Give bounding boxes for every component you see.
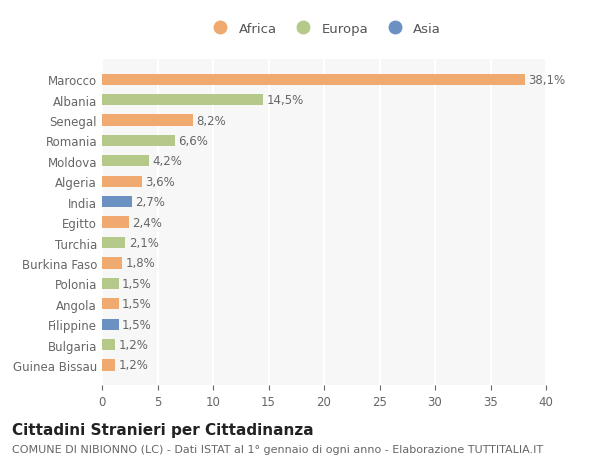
Text: 6,6%: 6,6%	[179, 134, 208, 148]
Text: 1,5%: 1,5%	[122, 297, 152, 311]
Text: 3,6%: 3,6%	[145, 175, 175, 188]
Text: 1,5%: 1,5%	[122, 318, 152, 331]
Bar	[102, 237, 125, 249]
Legend: Africa, Europa, Asia: Africa, Europa, Asia	[202, 17, 446, 41]
Bar	[102, 115, 193, 126]
Text: 38,1%: 38,1%	[528, 73, 565, 87]
Text: 1,2%: 1,2%	[119, 338, 149, 351]
Text: 2,7%: 2,7%	[136, 196, 165, 209]
Bar	[102, 339, 115, 350]
Text: 4,2%: 4,2%	[152, 155, 182, 168]
Bar	[102, 359, 115, 371]
Text: COMUNE DI NIBIONNO (LC) - Dati ISTAT al 1° gennaio di ogni anno - Elaborazione T: COMUNE DI NIBIONNO (LC) - Dati ISTAT al …	[12, 444, 543, 454]
Text: 2,1%: 2,1%	[128, 236, 158, 249]
Bar	[102, 74, 525, 86]
Text: 1,2%: 1,2%	[119, 358, 149, 372]
Bar	[102, 176, 142, 187]
Text: 8,2%: 8,2%	[196, 114, 226, 127]
Bar	[102, 135, 175, 147]
Bar	[102, 258, 122, 269]
Bar	[102, 217, 128, 228]
Bar	[102, 95, 263, 106]
Bar	[102, 298, 119, 310]
Bar	[102, 156, 149, 167]
Text: Cittadini Stranieri per Cittadinanza: Cittadini Stranieri per Cittadinanza	[12, 422, 314, 437]
Bar	[102, 319, 119, 330]
Text: 2,4%: 2,4%	[132, 216, 162, 229]
Bar	[102, 196, 132, 208]
Text: 14,5%: 14,5%	[266, 94, 304, 107]
Text: 1,8%: 1,8%	[125, 257, 155, 270]
Bar	[102, 278, 119, 289]
Text: 1,5%: 1,5%	[122, 277, 152, 290]
